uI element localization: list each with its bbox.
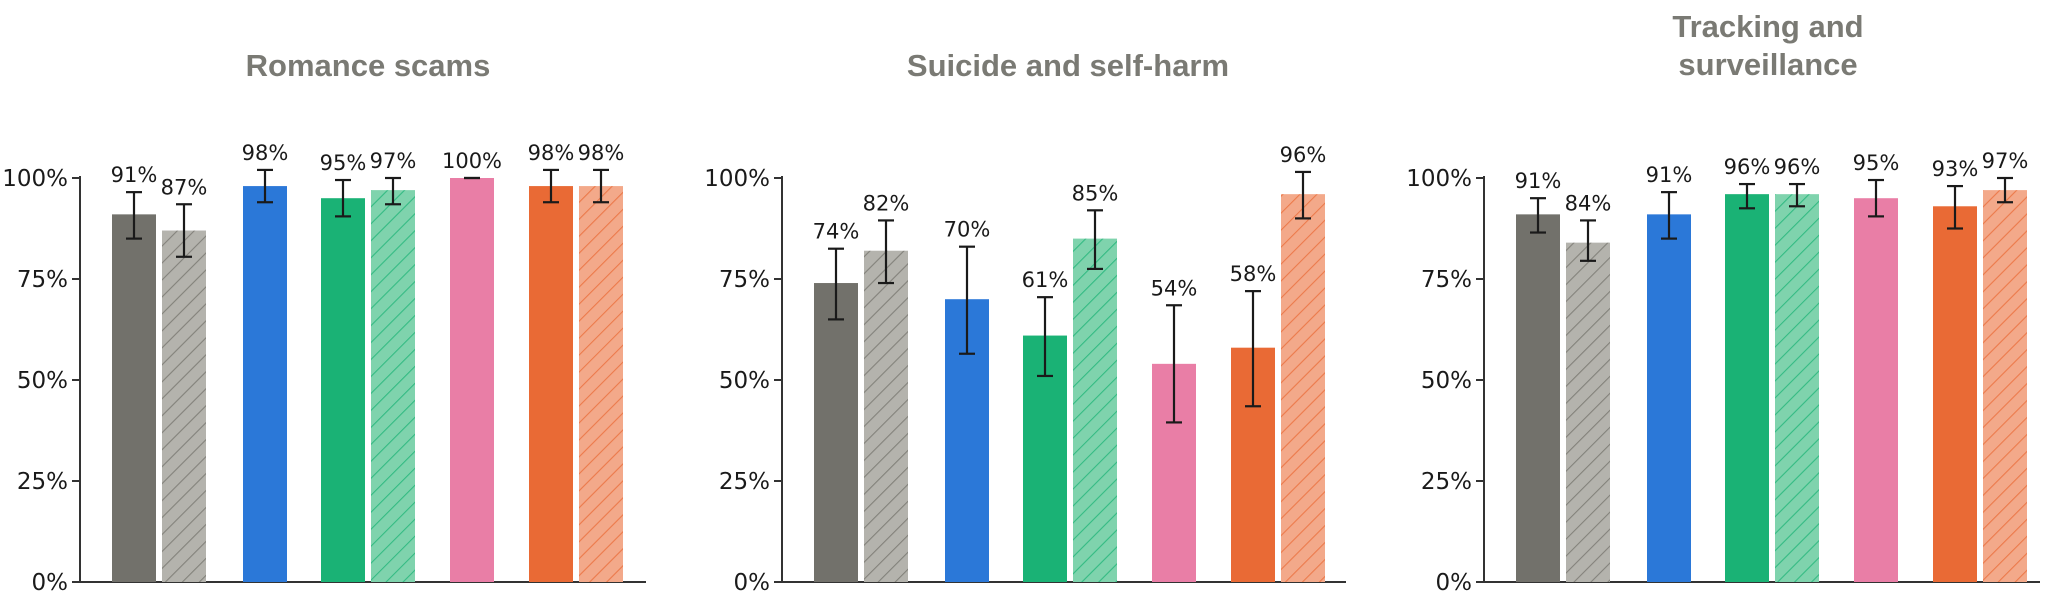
- bar: [321, 198, 365, 582]
- data-label: 58%: [1230, 262, 1277, 286]
- data-label: 61%: [1022, 268, 1069, 292]
- data-label: 74%: [813, 220, 860, 244]
- bar: [1073, 238, 1117, 582]
- bar: [371, 190, 415, 582]
- data-label: 98%: [242, 141, 289, 165]
- bar: [814, 283, 858, 582]
- y-tick-label: 50%: [17, 368, 68, 394]
- data-label: 95%: [1853, 151, 1900, 175]
- data-label: 95%: [320, 151, 367, 175]
- data-label: 70%: [944, 218, 991, 242]
- y-tick-label: 0%: [32, 570, 69, 596]
- bar: [1516, 214, 1560, 583]
- y-tick-label: 50%: [719, 368, 770, 394]
- data-label: 91%: [1515, 169, 1562, 193]
- bar: [1854, 198, 1898, 582]
- data-label: 85%: [1072, 181, 1119, 205]
- data-label: 96%: [1774, 155, 1821, 179]
- bar: [1933, 206, 1977, 582]
- y-tick-label: 50%: [1421, 368, 1472, 394]
- data-label: 91%: [1646, 163, 1693, 187]
- bar: [579, 186, 623, 582]
- y-tick-label: 100%: [2, 166, 68, 192]
- y-tick-label: 0%: [734, 570, 771, 596]
- data-label: 93%: [1932, 157, 1979, 181]
- bar: [243, 186, 287, 582]
- bar: [1775, 194, 1819, 582]
- y-tick-label: 100%: [704, 166, 770, 192]
- data-label: 97%: [370, 149, 417, 173]
- bar: [1281, 194, 1325, 582]
- data-label: 91%: [111, 163, 158, 187]
- bar: [1566, 242, 1610, 582]
- bar: [1647, 214, 1691, 583]
- chart-title-line: Romance scams: [246, 48, 491, 83]
- bar: [1725, 194, 1769, 582]
- data-label: 54%: [1151, 276, 1198, 300]
- y-tick-label: 75%: [719, 267, 770, 293]
- data-label: 82%: [863, 191, 910, 215]
- data-label: 98%: [578, 141, 625, 165]
- data-label: 96%: [1724, 155, 1771, 179]
- y-tick-label: 0%: [1436, 570, 1473, 596]
- data-label: 97%: [1982, 149, 2029, 173]
- bar: [1983, 190, 2027, 582]
- chart-title-line: Tracking and: [1672, 9, 1863, 44]
- bar: [450, 178, 494, 582]
- data-label: 98%: [528, 141, 575, 165]
- data-label: 87%: [161, 175, 208, 199]
- data-label: 100%: [442, 149, 502, 173]
- bar: [162, 230, 206, 582]
- bar: [529, 186, 573, 582]
- y-tick-label: 25%: [1421, 469, 1472, 495]
- data-label: 96%: [1280, 143, 1327, 167]
- y-tick-label: 100%: [1406, 166, 1472, 192]
- y-tick-label: 75%: [17, 267, 68, 293]
- y-tick-label: 25%: [719, 469, 770, 495]
- chart-title-line: Suicide and self-harm: [907, 48, 1229, 83]
- data-label: 84%: [1565, 191, 1612, 215]
- bar: [864, 250, 908, 582]
- chart-title-line: surveillance: [1678, 47, 1857, 82]
- y-tick-label: 75%: [1421, 267, 1472, 293]
- bar: [112, 214, 156, 583]
- panel-2: Suicide and self-harm0%25%50%75%100%74%8…: [704, 48, 1346, 596]
- panel-1: Romance scams 0% 25% 50% 75% 100% 91%87% 98% 95%…: [2, 48, 646, 596]
- y-tick-label: 25%: [17, 469, 68, 495]
